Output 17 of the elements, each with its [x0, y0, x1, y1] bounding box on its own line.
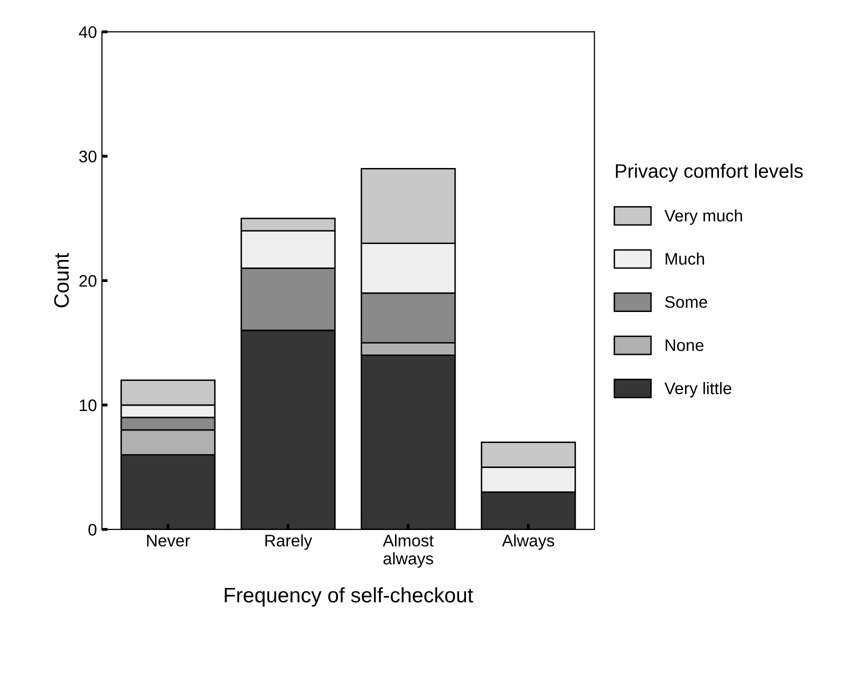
y-tick-label: 30 [79, 150, 96, 162]
x-tick-label: Never [147, 534, 190, 547]
y-axis-title: Count [54, 252, 69, 308]
y-tick-label: 10 [80, 399, 96, 412]
x-tick-label: Almost always [382, 534, 434, 568]
legend-label: None [666, 339, 704, 352]
x-axis-title: Frequency of self-checkout [224, 587, 474, 607]
legend-label: Some [665, 296, 708, 308]
legend-label: Much [666, 252, 704, 265]
y-tick-label: 20 [79, 275, 96, 287]
legend-label: Very much [664, 209, 742, 225]
x-tick-label: Rarely [265, 534, 312, 550]
legend-label: Very little [664, 382, 732, 398]
legend-title: Privacy comfort levels [616, 164, 803, 182]
y-tick-label: 0 [88, 524, 96, 536]
y-tick-label: 40 [78, 26, 96, 38]
x-tick-label: Always [502, 534, 554, 550]
